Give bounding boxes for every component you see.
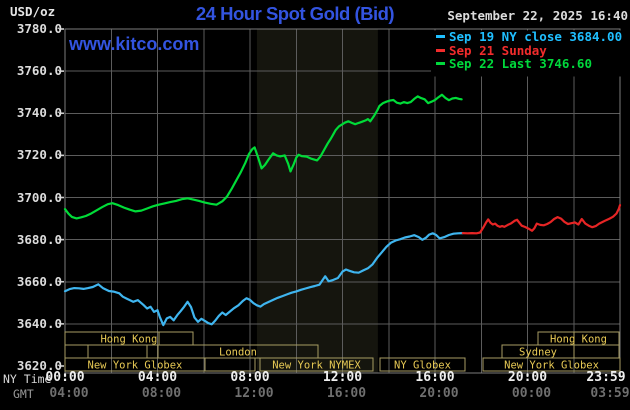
- gmt-tick-label: 00:00: [511, 386, 552, 401]
- price-line-sep-21-sunday: [461, 204, 622, 235]
- chart-title: 24 Hour Spot Gold (Bid): [195, 3, 395, 24]
- gmt-tick-label: 20:00: [419, 386, 459, 401]
- y-tick-label: 3740.0: [16, 105, 62, 121]
- y-tick-label: 3760.0: [16, 63, 62, 79]
- y-axis-units-label: USD/oz: [10, 4, 56, 19]
- price-line-sep-22-last: [63, 93, 463, 220]
- gmt-tick-label: 16:00: [326, 386, 367, 401]
- session-box: [146, 344, 159, 359]
- session-label: New York Globex: [88, 360, 183, 372]
- legend-dash-red-icon: [436, 48, 445, 52]
- session-box: [64, 344, 89, 359]
- session-box: [87, 344, 148, 359]
- legend-dash-cyan-icon: [436, 35, 445, 39]
- session-box: [573, 344, 620, 359]
- y-tick-label: 3780.0: [16, 21, 62, 36]
- legend-dash-green-icon: [436, 62, 445, 66]
- ny-time-tick-label: 12:00: [322, 370, 363, 385]
- y-tick-label: 3720.0: [16, 147, 62, 163]
- gmt-tick-label: 12:00: [234, 386, 274, 401]
- legend-item-sep19: Sep 19 NY close 3684.00: [436, 29, 623, 45]
- ny-time-axis-label: NY Time: [3, 372, 52, 386]
- ny-time-tick-label: 23:59: [586, 370, 626, 385]
- session-label: Hong Kong: [100, 334, 157, 346]
- session-label: New York Globex: [504, 360, 599, 372]
- ny-time-tick-label: 08:00: [230, 370, 270, 385]
- session-box: [259, 357, 374, 372]
- y-tick-label: 3620.0: [16, 358, 62, 373]
- y-tick-label: 3680.0: [16, 231, 62, 247]
- legend-item-sep21: Sep 21 Sunday: [436, 42, 622, 58]
- legend-item-label: Sep 22 Last 3746.60: [449, 56, 592, 72]
- session-label: NY Globex: [394, 360, 451, 372]
- chart-datetime: September 22, 2025 16:40: [447, 8, 628, 23]
- ny-time-tick-label: 20:00: [507, 370, 548, 385]
- nymex-session-band: [256, 29, 378, 373]
- ny-time-tick-label: 04:00: [137, 370, 178, 385]
- kitco-watermark-link[interactable]: www.kitco.com: [69, 34, 200, 54]
- legend-item-label: Sep 21 Sunday: [449, 42, 547, 58]
- y-tick-label: 3660.0: [16, 273, 62, 289]
- y-tick-label: 3640.0: [16, 315, 62, 331]
- session-box: [379, 357, 466, 372]
- legend-item-label: Sep 19 NY close 3684.00: [449, 29, 623, 45]
- session-label: New York NYMEX: [272, 360, 361, 372]
- gmt-tick-label: 08:00: [141, 386, 182, 401]
- session-label: Hong Kong: [550, 334, 607, 346]
- ny-time-tick-label: 00:00: [45, 370, 85, 385]
- ny-time-tick-label: 16:00: [415, 370, 455, 385]
- legend-item-sep22: Sep 22 Last 3746.60: [436, 56, 622, 72]
- session-box: [204, 357, 256, 372]
- gmt-tick-label: 04:00: [49, 386, 89, 401]
- session-label: Sydney: [519, 347, 557, 359]
- gmt-tick-label: 03:59: [590, 386, 630, 401]
- legend: Sep 19 NY close 3684.00 Sep 21 Sunday Se…: [436, 29, 623, 72]
- price-line-sep-19-ny-close: [63, 232, 464, 327]
- session-box: [482, 357, 621, 372]
- legend-backdrop: [431, 30, 628, 77]
- gmt-axis-label: GMT: [13, 387, 34, 401]
- session-label: London: [219, 347, 257, 359]
- y-tick-label: 3700.0: [16, 189, 62, 205]
